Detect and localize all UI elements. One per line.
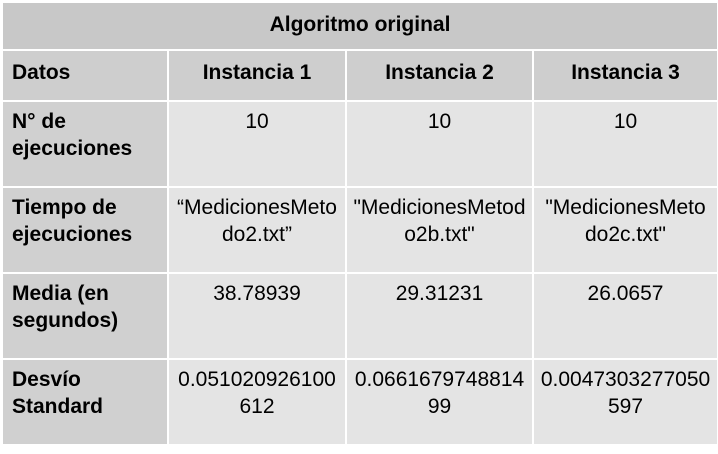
row-label: N° de ejecuciones [1,100,169,188]
cell-value: 10 [531,100,718,188]
cell-value: 26.0657 [531,272,718,360]
cell-value: 0.051020926100612 [167,358,347,446]
cell-value: 10 [167,100,347,188]
header-instancia-3: Instancia 3 [531,49,718,102]
cell-value: “MedicionesMetodo2.txt” [167,186,347,274]
table-row-ejecuciones: N° de ejecuciones 10 10 10 [1,100,718,188]
cell-value: "MedicionesMetodo2b.txt" [345,186,534,274]
cell-value: 38.78939 [167,272,347,360]
cell-value: 29.31231 [345,272,534,360]
row-label: Media (en segundos) [1,272,169,360]
cell-value: 0.0047303277050597 [531,358,718,446]
cell-value: 0.066167974881499 [345,358,534,446]
table-row-media: Media (en segundos) 38.78939 29.31231 26… [1,272,718,360]
cell-value: 10 [345,100,534,188]
title-row: Algoritmo original [0,1,718,51]
cell-value: "MedicionesMetodo2c.txt" [531,186,718,274]
table-row-tiempo: Tiempo de ejecuciones “MedicionesMetodo2… [1,186,718,274]
row-label: Tiempo de ejecuciones [1,186,169,274]
header-instancia-1: Instancia 1 [167,49,347,102]
row-label: Desvío Standard [1,358,169,446]
header-datos: Datos [1,49,169,102]
table-row-desvio: Desvío Standard 0.051020926100612 0.0661… [1,358,718,446]
table-title: Algoritmo original [0,1,718,51]
header-row: Datos Instancia 1 Instancia 2 Instancia … [1,49,718,102]
header-instancia-2: Instancia 2 [345,49,534,102]
